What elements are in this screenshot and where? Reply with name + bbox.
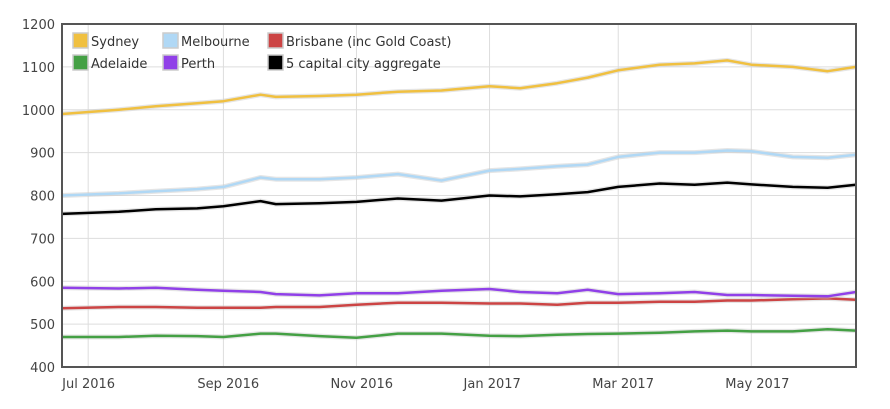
x-tick-label: Nov 2016 <box>330 377 393 392</box>
y-tick-label: 900 <box>30 147 55 162</box>
series-line-melbourne <box>61 149 857 197</box>
x-tick-label: Sep 2016 <box>197 377 259 392</box>
x-tick-label: Mar 2017 <box>592 377 654 392</box>
series-line-adelaide <box>62 328 857 340</box>
x-tick-label: May 2017 <box>725 377 789 392</box>
legend: Sydney Melbourne Brisbane (inc Gold Coast)… <box>72 32 451 72</box>
legend-label: Melbourne <box>181 35 250 50</box>
series-line-sydney <box>61 59 857 116</box>
legend-swatch <box>267 32 284 49</box>
y-tick-label: 700 <box>30 232 55 247</box>
y-tick-label: 600 <box>30 275 55 290</box>
y-tick-label: 1000 <box>22 104 55 119</box>
series-lines <box>61 57 857 341</box>
series-line-brisbane-inc-gold-coast- <box>61 297 857 310</box>
y-tick-label: 1100 <box>22 61 55 76</box>
legend-label: Adelaide <box>91 57 147 72</box>
legend-label: Sydney <box>91 35 139 50</box>
y-tick-label: 800 <box>30 190 55 205</box>
x-tick-label: Jul 2016 <box>61 377 115 392</box>
y-axis: 400 500 600 700 800 900 1000 1100 1200 <box>22 18 55 376</box>
legend-label: Perth <box>181 57 215 72</box>
x-axis: Jul 2016 Sep 2016 Nov 2016 Jan 2017 Mar 2017… <box>61 377 789 392</box>
legend-swatch <box>162 32 179 49</box>
legend-label: Brisbane (inc Gold Coast) <box>286 35 451 50</box>
series-line-5-capital-city-aggregate <box>61 181 857 216</box>
legend-swatch <box>267 54 284 71</box>
legend-label: 5 capital city aggregate <box>286 57 441 72</box>
y-tick-label: 500 <box>30 318 55 333</box>
y-tick-label: 400 <box>30 361 55 376</box>
x-tick-label: Jan 2017 <box>463 377 521 392</box>
series-line-perth <box>61 286 857 298</box>
plot-border <box>61 23 857 368</box>
y-tick-label: 1200 <box>22 18 55 33</box>
legend-swatch <box>162 54 179 71</box>
legend-swatch <box>72 32 89 49</box>
grid <box>62 23 856 368</box>
legend-swatch <box>72 54 89 71</box>
